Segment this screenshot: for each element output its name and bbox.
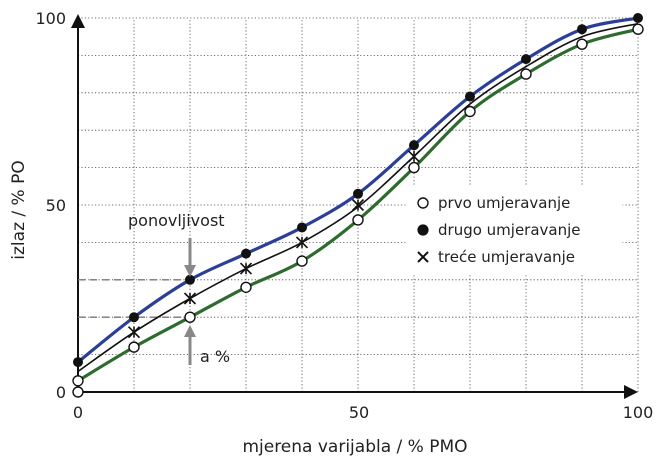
x-axis-arrow — [624, 385, 638, 399]
data-point-drugo — [465, 91, 475, 102]
ponovljivost-label: ponovljivost — [128, 211, 225, 230]
data-point-prvo — [576, 38, 588, 50]
data-point-trece — [127, 326, 141, 339]
x-tick-100: 100 — [623, 403, 654, 422]
data-point-drugo — [129, 312, 139, 323]
data-point-drugo — [241, 248, 251, 259]
data-point-prvo — [408, 161, 420, 174]
data-point-trece — [239, 262, 253, 275]
data-point-drugo — [577, 24, 587, 35]
y-tick-50: 50 — [46, 196, 66, 215]
data-point-prvo — [296, 255, 308, 267]
data-point-prvo — [352, 214, 364, 226]
data-point-trece — [351, 198, 365, 212]
x-tick-0: 0 — [73, 403, 83, 422]
data-point-trece — [183, 292, 197, 305]
legend-filled-circle-icon — [417, 224, 429, 236]
data-point-drugo — [521, 54, 531, 65]
legend-box — [405, 185, 623, 275]
legend-label-drugo: drugo umjeravanje — [438, 221, 581, 239]
data-point-prvo — [72, 375, 84, 387]
data-point-drugo — [633, 13, 643, 23]
data-point-prvo — [632, 23, 644, 35]
data-point-drugo — [353, 188, 363, 199]
x-tick-50: 50 — [349, 403, 369, 422]
legend-open-circle-icon — [417, 197, 429, 209]
y-tick-0: 0 — [56, 383, 66, 402]
y-tick-100: 100 — [35, 9, 66, 28]
legend: prvo umjeravanje drugo umjeravanje treće… — [405, 185, 623, 275]
data-point-prvo — [128, 341, 140, 353]
data-point-trece — [295, 236, 309, 249]
data-point-drugo — [409, 140, 419, 151]
y-axis-arrow — [71, 14, 85, 28]
legend-x-icon — [417, 251, 429, 263]
data-point-prvo — [240, 281, 252, 293]
legend-label-trece: treće umjeravanje — [438, 248, 575, 266]
data-point-prvo — [184, 311, 196, 323]
data-point-prvo — [520, 68, 532, 80]
legend-label-prvo: prvo umjeravanje — [438, 194, 570, 212]
ponovljivost-arrow-head — [184, 265, 196, 277]
data-point-drugo — [297, 222, 307, 233]
a-percent-label: a % — [200, 347, 230, 366]
data-point-drugo — [73, 357, 83, 368]
data-point-trece — [407, 150, 421, 163]
x-axis-title: mjerena varijabla / % PMO — [242, 437, 467, 457]
y-axis-title: izlaz / % PO — [9, 160, 29, 259]
data-point-prvo — [464, 105, 476, 118]
series-layer — [72, 13, 644, 398]
a-percent-arrow-head — [184, 325, 196, 337]
data-point-prvo — [72, 386, 84, 398]
repeatability-reference-lines — [78, 279, 190, 318]
